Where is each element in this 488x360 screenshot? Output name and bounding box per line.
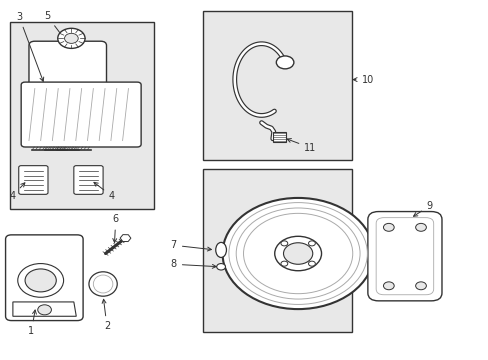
Circle shape <box>25 269 56 292</box>
Ellipse shape <box>215 242 226 257</box>
FancyBboxPatch shape <box>375 218 433 295</box>
Text: 11: 11 <box>286 139 316 153</box>
FancyBboxPatch shape <box>29 41 106 96</box>
FancyBboxPatch shape <box>19 166 48 194</box>
Text: 2: 2 <box>102 299 110 331</box>
Text: 1: 1 <box>28 310 36 336</box>
Circle shape <box>281 241 287 246</box>
Bar <box>203 169 351 332</box>
FancyBboxPatch shape <box>5 235 83 320</box>
Ellipse shape <box>89 272 117 296</box>
Text: 8: 8 <box>170 259 216 269</box>
Circle shape <box>415 282 426 290</box>
Circle shape <box>18 264 63 297</box>
Circle shape <box>383 282 393 290</box>
Text: 3: 3 <box>16 12 43 81</box>
Circle shape <box>58 28 85 48</box>
Text: 6: 6 <box>112 215 119 243</box>
Text: 9: 9 <box>413 201 432 216</box>
Circle shape <box>308 261 315 266</box>
Circle shape <box>216 264 225 270</box>
Circle shape <box>276 56 293 69</box>
Text: 7: 7 <box>170 240 211 251</box>
Bar <box>203 12 351 160</box>
Polygon shape <box>13 302 76 316</box>
Text: 4: 4 <box>9 183 25 201</box>
Circle shape <box>283 243 312 264</box>
Circle shape <box>274 236 321 271</box>
Circle shape <box>415 224 426 231</box>
Text: 5: 5 <box>44 11 69 45</box>
FancyBboxPatch shape <box>272 132 286 141</box>
Circle shape <box>308 241 315 246</box>
FancyBboxPatch shape <box>367 212 441 301</box>
Bar <box>10 22 154 209</box>
Text: 4: 4 <box>94 183 115 201</box>
Circle shape <box>383 224 393 231</box>
FancyBboxPatch shape <box>21 82 141 147</box>
Circle shape <box>281 261 287 266</box>
Text: 10: 10 <box>352 75 373 85</box>
Circle shape <box>38 305 51 315</box>
FancyBboxPatch shape <box>74 166 103 194</box>
Circle shape <box>64 33 78 43</box>
Circle shape <box>222 198 373 309</box>
Ellipse shape <box>93 275 113 293</box>
